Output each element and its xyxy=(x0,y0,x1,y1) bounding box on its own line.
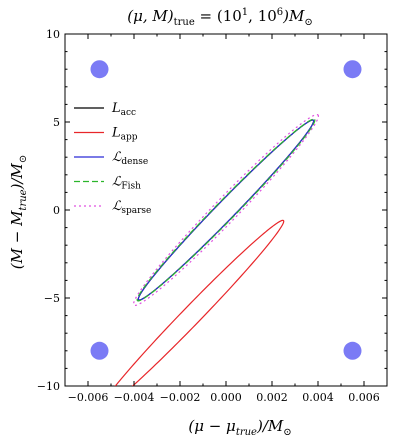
series-curve-app xyxy=(114,219,285,386)
curve-group xyxy=(114,113,320,386)
legend-label-sparse: ℒsparse xyxy=(112,199,151,216)
y-tick-label: −10 xyxy=(37,380,60,393)
x-tick-label: 0.004 xyxy=(302,391,334,404)
marker-point xyxy=(90,341,109,360)
legend: Lacc Lapp ℒdense ℒFish ℒsparse xyxy=(74,101,151,216)
series-curve-Fish xyxy=(136,118,316,302)
legend-label-app: Lapp xyxy=(111,126,138,143)
legend-label-Fish: ℒFish xyxy=(112,175,141,192)
y-tick-label: −5 xyxy=(44,292,60,305)
marker-group xyxy=(90,60,362,360)
x-tick-label: 0.000 xyxy=(210,391,242,404)
marker-point xyxy=(343,60,362,79)
x-tick-label: −0.006 xyxy=(68,391,109,404)
legend-label-dense: ℒdense xyxy=(112,150,148,167)
y-tick-label: 0 xyxy=(53,204,60,217)
x-axis-label: (μ − μtrue)/M⊙ xyxy=(188,417,291,438)
x-tick-label: −0.004 xyxy=(114,391,155,404)
marker-point xyxy=(90,60,109,79)
y-tick-label: 5 xyxy=(53,116,60,129)
series-curve-acc xyxy=(137,119,315,301)
legend-label-acc: Lacc xyxy=(111,101,136,118)
x-tick-label: 0.002 xyxy=(256,391,288,404)
series-curve-dense xyxy=(137,119,315,301)
series-curve-sparse xyxy=(132,113,320,307)
x-tick-label: −0.002 xyxy=(160,391,201,404)
marker-point xyxy=(343,341,362,360)
x-tick-label: 0.006 xyxy=(348,391,380,404)
chart-title: (μ, M)true = (101, 106)M⊙ xyxy=(127,7,313,28)
y-tick-label: 10 xyxy=(46,28,60,41)
y-axis: −10 −5 0 5 10 xyxy=(37,28,387,393)
x-axis: −0.006 −0.004 −0.002 0.000 0.002 0.004 0.006 xyxy=(64,34,388,404)
y-axis-label: (M − Mtrue)/M⊙ xyxy=(8,155,29,270)
